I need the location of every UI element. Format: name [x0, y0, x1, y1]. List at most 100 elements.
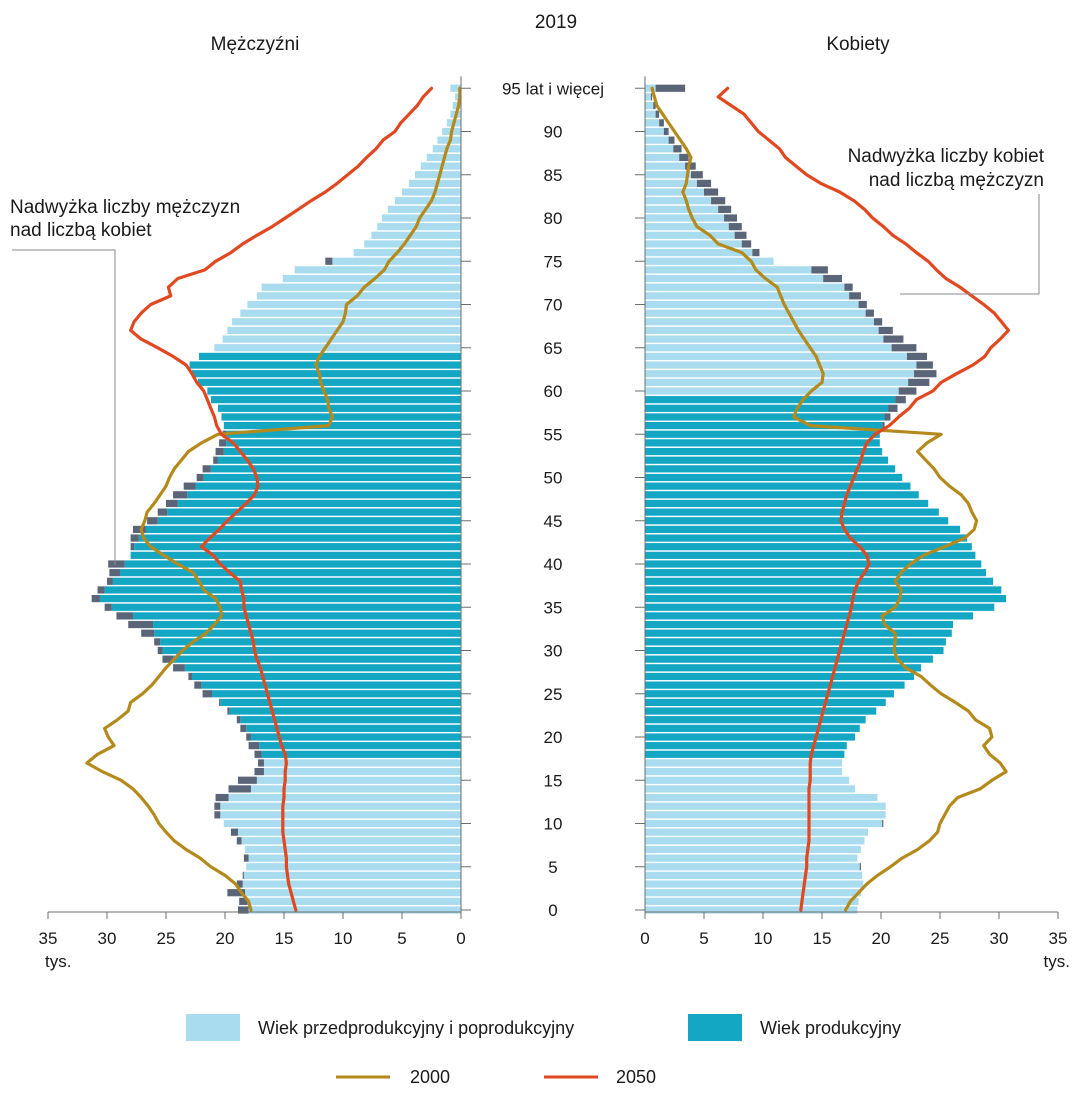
male-bar-age-48	[187, 491, 462, 499]
male-surplus-bar-age-22	[236, 716, 241, 724]
female-bar-age-71	[645, 292, 850, 300]
female-surplus-bar-age-81	[718, 205, 732, 213]
male-bar-age-12	[220, 802, 461, 810]
female-bar-age-37	[645, 586, 1002, 594]
male-bar-age-37	[104, 586, 461, 594]
male-surplus-bar-age-18	[254, 750, 262, 758]
female-bar-age-61	[645, 378, 909, 386]
female-bars	[645, 84, 1007, 914]
male-bar-age-79	[377, 223, 461, 231]
male-surplus-bar-age-49	[183, 482, 196, 490]
male-bar-age-14	[250, 785, 461, 793]
female-bar-age-30	[645, 646, 944, 655]
male-bar-age-16	[263, 768, 461, 776]
female-bar-age-39	[645, 569, 987, 577]
male-surplus-bar-age-31	[154, 638, 161, 646]
female-bar-age-29	[645, 655, 933, 663]
female-surplus-bar-age-63	[916, 361, 933, 369]
line-2000-male	[85, 86, 462, 912]
male-surplus-bar-age-36	[91, 595, 100, 603]
age-label-30: 30	[544, 642, 563, 661]
female-bar-age-5	[645, 863, 860, 871]
female-bar-age-32	[645, 629, 952, 637]
male-bar-age-30	[162, 646, 461, 655]
female-surplus-bar-age-76	[752, 249, 760, 257]
female-surplus-leader-line	[900, 194, 1040, 295]
legend-label-working: Wiek produkcyjny	[760, 1018, 901, 1038]
male-surplus-bar-age-17	[258, 759, 264, 767]
male-surplus-bar-age-37	[97, 586, 105, 594]
male-surplus-bar-age-75	[325, 257, 333, 265]
age-label-10: 10	[544, 815, 563, 834]
legend: Wiek przedprodukcyjny i poprodukcyjny Wi…	[186, 1014, 901, 1087]
female-bar-age-75	[645, 257, 774, 265]
age-label-70: 70	[544, 296, 563, 315]
male-bar-age-27	[191, 672, 461, 681]
male-bar-age-94	[455, 93, 461, 101]
female-bar-age-59	[645, 396, 896, 404]
female-bar-age-84	[645, 179, 697, 187]
male-bars	[91, 84, 462, 914]
female-surplus-bar-age-88	[673, 145, 682, 153]
female-bar-age-19	[645, 742, 847, 750]
male-bar-age-13	[228, 793, 461, 802]
male-surplus-bar-age-43	[130, 534, 139, 542]
male-bar-age-8	[241, 837, 461, 845]
female-bar-age-1	[645, 897, 859, 905]
male-bar-age-5	[246, 863, 461, 871]
female-surplus-bar-age-87	[679, 153, 689, 162]
female-bar-age-42	[645, 543, 972, 551]
male-bar-age-64	[199, 352, 462, 360]
female-bar-age-24	[645, 698, 886, 706]
age-label-25: 25	[544, 685, 563, 704]
male-bar-age-40	[124, 560, 461, 568]
female-surplus-bar-age-79	[728, 223, 742, 231]
male-surplus-bar-age-42	[130, 543, 135, 551]
male-bar-age-35	[111, 603, 461, 611]
female-bar-age-80	[645, 214, 725, 222]
female-surplus-bar-age-80	[724, 214, 738, 222]
male-x-tick-label-20: 20	[216, 929, 235, 948]
age-axis-labels: 0 5 10 15 20 25 30 35 40 45 50 55 60 65 70 75 80 85 90 95 l…	[461, 79, 645, 920]
female-bar-age-41	[645, 551, 976, 559]
female-surplus-bar-age-72	[844, 283, 853, 291]
male-bar-age-50	[203, 473, 461, 482]
age-label-45: 45	[544, 512, 563, 531]
male-surplus-bar-age-19	[248, 742, 260, 750]
male-surplus-bar-age-50	[196, 473, 204, 482]
male-surplus-label-line1: Nadwyżka liczby mężczyzn	[10, 197, 240, 218]
male-bar-age-72	[261, 283, 461, 291]
female-surplus-bar-age-56	[882, 422, 885, 430]
female-bar-age-7	[645, 845, 861, 854]
male-surplus-bar-age-28	[173, 664, 185, 672]
male-surplus-bar-age-47	[166, 499, 178, 508]
female-surplus-bar-age-94	[650, 93, 653, 101]
male-surplus-bar-age-34	[116, 612, 133, 620]
line-2050-female	[716, 86, 1011, 912]
female-bar-age-91	[645, 119, 660, 127]
female-surplus-bar-age-57	[884, 413, 891, 421]
male-bar-age-68	[232, 318, 461, 326]
male-surplus-bar-age-13	[215, 793, 229, 802]
male-bar-age-45	[157, 517, 462, 525]
female-bar-age-47	[645, 499, 929, 508]
male-bar-age-20	[250, 733, 461, 741]
male-bar-age-55	[226, 430, 461, 438]
male-surplus-bar-age-24	[219, 698, 221, 706]
female-bar-age-93	[645, 101, 654, 110]
female-x-unit-label: tys.	[1044, 952, 1070, 971]
male-bar-age-49	[195, 482, 461, 490]
male-bar-age-18	[261, 750, 461, 758]
male-bar-age-57	[221, 413, 461, 421]
female-bar-age-86	[645, 162, 686, 170]
female-bar-age-10	[645, 819, 883, 828]
male-surplus-bar-age-25	[202, 690, 213, 698]
chart-title: 2019	[535, 12, 577, 33]
female-bar-age-66	[645, 335, 884, 343]
female-bar-age-57	[645, 413, 885, 421]
age-label-40: 40	[544, 555, 563, 574]
male-surplus-bar-age-3	[236, 880, 243, 888]
female-surplus-bar-age-91	[659, 119, 664, 127]
female-bar-age-81	[645, 205, 719, 213]
female-x-tick-label-5: 5	[699, 929, 708, 948]
